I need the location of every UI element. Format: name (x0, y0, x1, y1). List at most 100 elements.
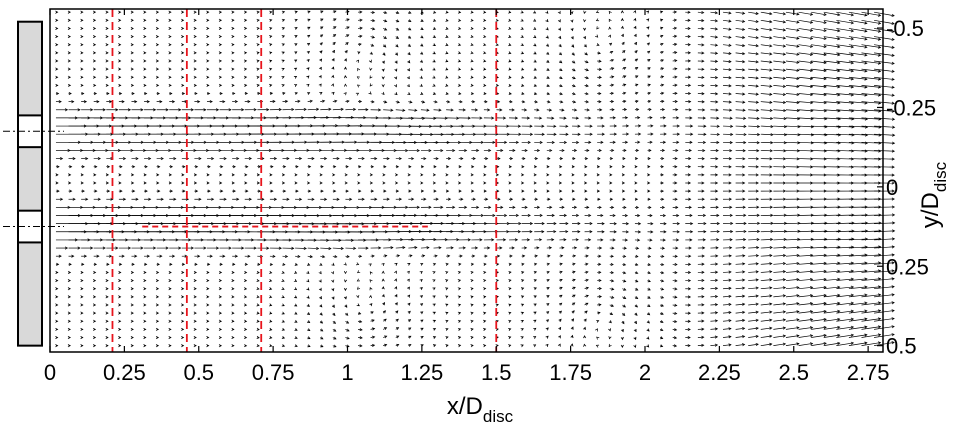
vector-head (608, 320, 612, 324)
vector-head (67, 18, 71, 22)
vector (722, 44, 732, 46)
vector-head (281, 59, 285, 63)
vector-head (319, 312, 323, 316)
vector-head (286, 197, 290, 201)
vector-head (130, 335, 134, 340)
vector-head (595, 10, 600, 14)
vector-head (64, 108, 69, 112)
vector-head (130, 319, 134, 323)
vector-head (219, 91, 223, 96)
vector-head (588, 213, 592, 218)
vector-head (689, 140, 693, 144)
vector-head (458, 262, 462, 266)
vector-head (470, 181, 474, 185)
vector-head (622, 312, 626, 316)
vector-head (92, 344, 97, 348)
vector-head (660, 295, 665, 299)
vector (722, 36, 732, 38)
vector-head (432, 319, 437, 323)
vector (773, 271, 786, 273)
vector-head (357, 173, 361, 177)
vector-head (181, 83, 185, 87)
vector-head (571, 310, 575, 314)
vector-head (432, 336, 437, 339)
vector-head (168, 311, 172, 315)
vector-head (359, 10, 363, 14)
vector (785, 44, 799, 47)
vector-head (382, 181, 386, 185)
vector-head (395, 44, 399, 48)
vector-head (470, 303, 474, 307)
vector-head (218, 279, 223, 283)
vector-head (609, 197, 614, 201)
vector-head (521, 270, 525, 274)
vector-head (193, 35, 197, 39)
vector-head (256, 35, 260, 39)
vector-head (67, 35, 71, 39)
vector-head (520, 303, 525, 307)
vector-head (80, 75, 84, 79)
vector-head (545, 319, 550, 323)
vector-head (281, 18, 286, 22)
vector-head (345, 312, 349, 316)
vector-head (165, 108, 169, 112)
vector-head (782, 181, 787, 185)
vector-head (118, 279, 122, 283)
vector-head (457, 59, 462, 63)
vector-head (143, 270, 147, 275)
vector-head (783, 125, 788, 129)
vector-head (365, 108, 369, 112)
vector-head (623, 148, 627, 152)
vector-head (281, 173, 286, 177)
vector-head (80, 59, 84, 63)
vector-head (514, 116, 519, 120)
vector-head (729, 108, 733, 112)
vector-head (730, 221, 734, 226)
vector-head (143, 279, 147, 283)
vector-head (268, 287, 273, 291)
vector-head (273, 197, 278, 201)
vector (760, 271, 772, 273)
vector-head (728, 286, 732, 290)
vector-head (565, 124, 569, 128)
vector-head (394, 270, 397, 274)
vector-head (741, 11, 746, 15)
vector-head (769, 12, 773, 16)
vector-head (432, 311, 436, 315)
vector (710, 36, 718, 38)
vector-head (728, 27, 732, 31)
vector-head (520, 10, 524, 14)
vector-head (105, 279, 109, 283)
vector-head (701, 100, 705, 104)
vector-head (755, 60, 759, 64)
vector-head (306, 50, 310, 54)
vector-head (508, 181, 512, 185)
vector-head (526, 238, 531, 242)
vector-head (55, 181, 59, 185)
vector-head (647, 312, 651, 316)
vector (748, 327, 759, 330)
vector-head (715, 108, 719, 112)
vector-head (755, 157, 760, 161)
vector-head (796, 342, 800, 346)
vector-head (673, 18, 678, 22)
vector-head (659, 18, 664, 22)
vector-head (55, 26, 59, 30)
vector-head (532, 344, 537, 348)
vector-head (218, 75, 223, 79)
vector-head (702, 205, 706, 209)
vector-head (687, 83, 692, 87)
vector-head (435, 157, 439, 161)
vector-head (155, 35, 160, 39)
vector-head (520, 18, 524, 22)
vector-head (583, 19, 587, 23)
vector-head (193, 51, 197, 55)
vector (760, 327, 772, 330)
vector-head (508, 311, 512, 315)
vector-head (256, 67, 260, 71)
vector-head (245, 189, 249, 193)
vector-head (702, 140, 707, 144)
vector-head (155, 26, 160, 30)
vector-head (782, 60, 787, 64)
vector-head (483, 173, 487, 177)
